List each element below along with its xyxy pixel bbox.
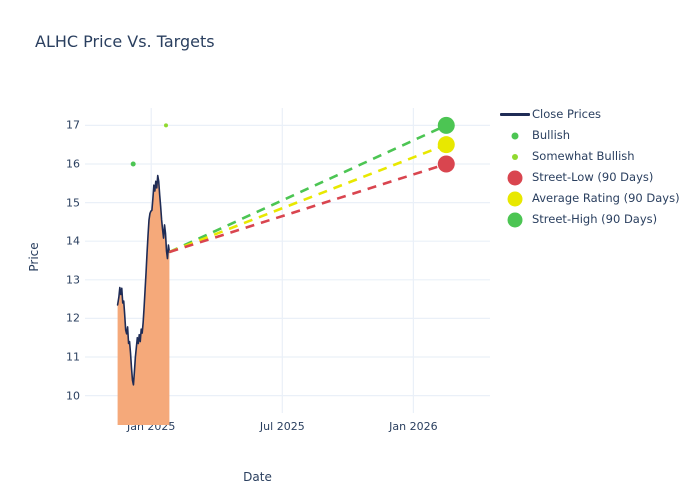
- x-axis-tick-label: Jul 2025: [259, 420, 305, 433]
- target-marker[interactable]: [437, 155, 455, 173]
- legend-dot-swatch: [507, 212, 523, 227]
- legend-symbol-dot: [498, 146, 532, 167]
- legend-item-label: Average Rating (90 Days): [532, 191, 680, 205]
- legend-item[interactable]: Bullish: [498, 125, 698, 146]
- analyst-rating-dot[interactable]: [164, 123, 168, 128]
- legend-dot-swatch: [507, 191, 523, 206]
- target-trend-line: [169, 162, 447, 254]
- legend-dot-swatch: [507, 170, 523, 185]
- target-marker[interactable]: [437, 116, 455, 134]
- y-axis-tick-label: 17: [66, 118, 80, 132]
- legend-symbol-dot: [498, 209, 532, 230]
- x-axis-title: Date: [243, 470, 272, 484]
- y-axis-tick-label: 15: [66, 196, 80, 210]
- legend-symbol-dot: [498, 125, 532, 146]
- analyst-rating-dot[interactable]: [130, 161, 136, 167]
- y-axis-tick-label: 16: [66, 157, 80, 171]
- chart-legend: Close Prices Bullish Somewhat Bullish Stree…: [498, 104, 698, 230]
- legend-item[interactable]: Close Prices: [498, 104, 698, 125]
- target-trend-line: [168, 124, 447, 254]
- legend-symbol-line: [498, 104, 532, 125]
- legend-item[interactable]: Somewhat Bullish: [498, 146, 698, 167]
- y-axis-tick-label: 14: [66, 234, 80, 248]
- legend-line-swatch: [500, 113, 530, 116]
- y-axis-tick-label: 13: [66, 273, 80, 287]
- target-marker[interactable]: [437, 136, 455, 154]
- legend-item[interactable]: Street-High (90 Days): [498, 209, 698, 230]
- target-trend-line: [168, 143, 447, 254]
- y-axis-ticks: 10 11 12 13 14 15 16 17: [18, 0, 80, 500]
- chart-title: ALHC Price Vs. Targets: [35, 32, 215, 51]
- legend-item-label: Somewhat Bullish: [532, 149, 635, 163]
- y-axis-tick-label: 12: [66, 311, 80, 325]
- y-axis-tick-label: 11: [66, 350, 80, 364]
- legend-dot-swatch: [512, 153, 518, 160]
- y-axis-tick-label: 10: [66, 389, 80, 403]
- legend-item-label: Street-Low (90 Days): [532, 170, 654, 184]
- close-price-line: [116, 174, 171, 386]
- legend-item-label: Close Prices: [532, 107, 602, 121]
- legend-item-label: Street-High (90 Days): [532, 212, 658, 226]
- legend-item[interactable]: Street-Low (90 Days): [498, 167, 698, 188]
- legend-item-label: Bullish: [532, 128, 571, 142]
- legend-item[interactable]: Average Rating (90 Days): [498, 188, 698, 209]
- legend-symbol-dot: [498, 167, 532, 188]
- legend-symbol-dot: [498, 188, 532, 209]
- legend-dot-swatch: [511, 132, 519, 139]
- x-axis-tick-label: Jan 2026: [389, 420, 438, 433]
